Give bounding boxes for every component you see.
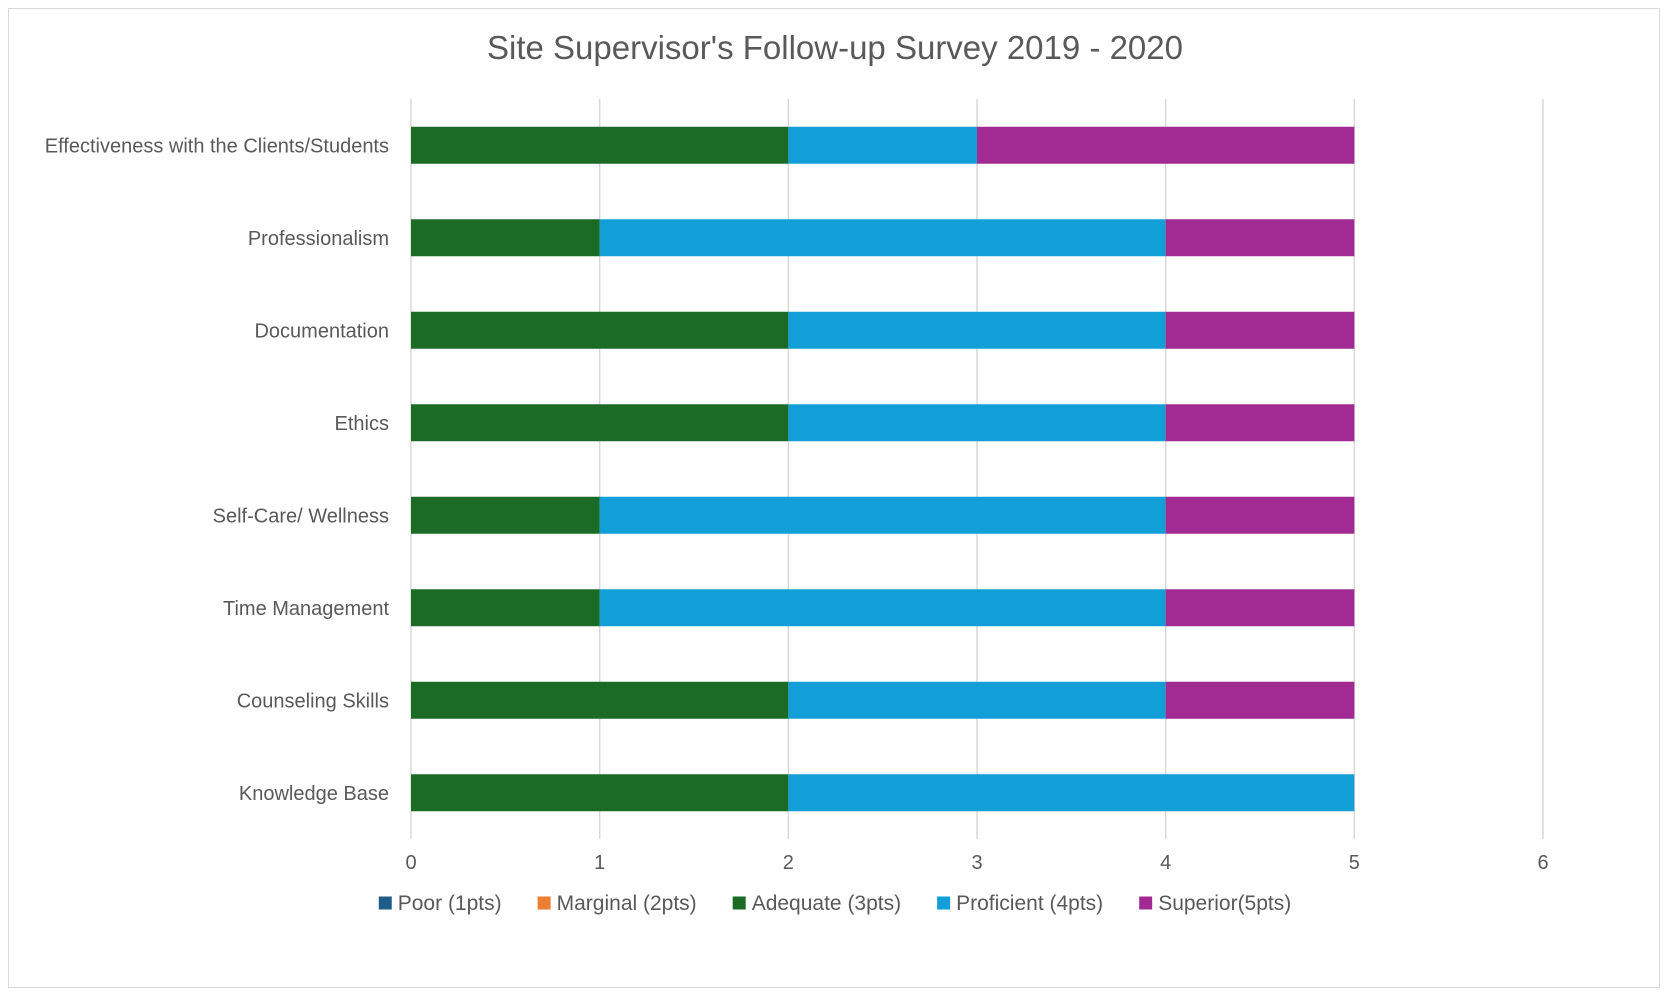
category-label: Time Management xyxy=(223,598,389,620)
x-tick-label: 5 xyxy=(1349,852,1360,874)
bar-segment xyxy=(788,681,1166,719)
bar-segment xyxy=(1165,219,1355,257)
bar-segment xyxy=(788,774,1355,812)
category-label: Knowledge Base xyxy=(239,783,389,805)
category-label: Documentation xyxy=(254,320,389,342)
legend-swatch xyxy=(937,896,951,910)
bar-segment xyxy=(788,126,977,164)
bar-segment xyxy=(411,589,600,627)
legend-item: Marginal (2pts) xyxy=(537,892,697,915)
gridlines xyxy=(410,99,1544,839)
bar-segment xyxy=(411,219,600,257)
legend-label: Superior(5pts) xyxy=(1158,892,1291,915)
bar-segment xyxy=(1165,681,1355,719)
bar-segment xyxy=(599,496,1166,534)
legend-label: Proficient (4pts) xyxy=(956,892,1103,915)
x-tick-label: 4 xyxy=(1160,852,1171,874)
legend-swatch xyxy=(378,896,392,910)
x-tick-label: 6 xyxy=(1537,852,1548,874)
legend-swatch xyxy=(1139,896,1153,910)
category-label: Ethics xyxy=(335,413,389,435)
legend-swatch xyxy=(537,896,551,910)
legend-item: Poor (1pts) xyxy=(378,892,502,915)
bar-segment xyxy=(1165,311,1355,349)
x-tick-label: 2 xyxy=(783,852,794,874)
category-label: Self-Care/ Wellness xyxy=(213,505,389,527)
category-label: Professionalism xyxy=(248,228,389,250)
bar-segment xyxy=(411,681,789,719)
survey-bar-chart: Site Supervisor's Follow-up Survey 2019 … xyxy=(45,29,1549,915)
legend: Poor (1pts) Marginal (2pts) Adequate (3pts… xyxy=(378,892,1291,915)
bars xyxy=(411,126,1355,812)
legend-item: Proficient (4pts) xyxy=(937,892,1103,915)
x-tick-label: 1 xyxy=(594,852,605,874)
category-labels: Effectiveness with the Clients/Students P… xyxy=(45,135,390,805)
bar-segment xyxy=(599,219,1166,257)
bar-segment xyxy=(411,496,600,534)
legend-label: Poor (1pts) xyxy=(398,892,502,915)
category-label: Effectiveness with the Clients/Students xyxy=(45,135,389,157)
chart-title: Site Supervisor's Follow-up Survey 2019 … xyxy=(487,29,1183,66)
bar-segment xyxy=(977,126,1355,164)
legend-swatch xyxy=(732,896,746,910)
bar-segment xyxy=(1165,496,1355,534)
category-label: Counseling Skills xyxy=(237,690,389,712)
bar-segment xyxy=(411,404,789,442)
bar-segment xyxy=(1165,404,1355,442)
legend-item: Superior(5pts) xyxy=(1139,892,1291,915)
bar-segment xyxy=(599,589,1166,627)
bar-segment xyxy=(1165,589,1355,627)
x-tick-label: 3 xyxy=(971,852,982,874)
bar-segment xyxy=(788,311,1166,349)
x-tick-label: 0 xyxy=(405,852,416,874)
x-axis-ticks: 0 1 2 3 4 5 6 xyxy=(405,852,1548,874)
legend-label: Marginal (2pts) xyxy=(557,892,697,915)
bar-segment xyxy=(788,404,1166,442)
bar-segment xyxy=(411,311,789,349)
legend-label: Adequate (3pts) xyxy=(752,892,901,915)
chart-frame: Site Supervisor's Follow-up Survey 2019 … xyxy=(8,8,1660,988)
bar-segment xyxy=(411,774,789,812)
legend-item: Adequate (3pts) xyxy=(732,892,901,915)
bar-segment xyxy=(411,126,789,164)
